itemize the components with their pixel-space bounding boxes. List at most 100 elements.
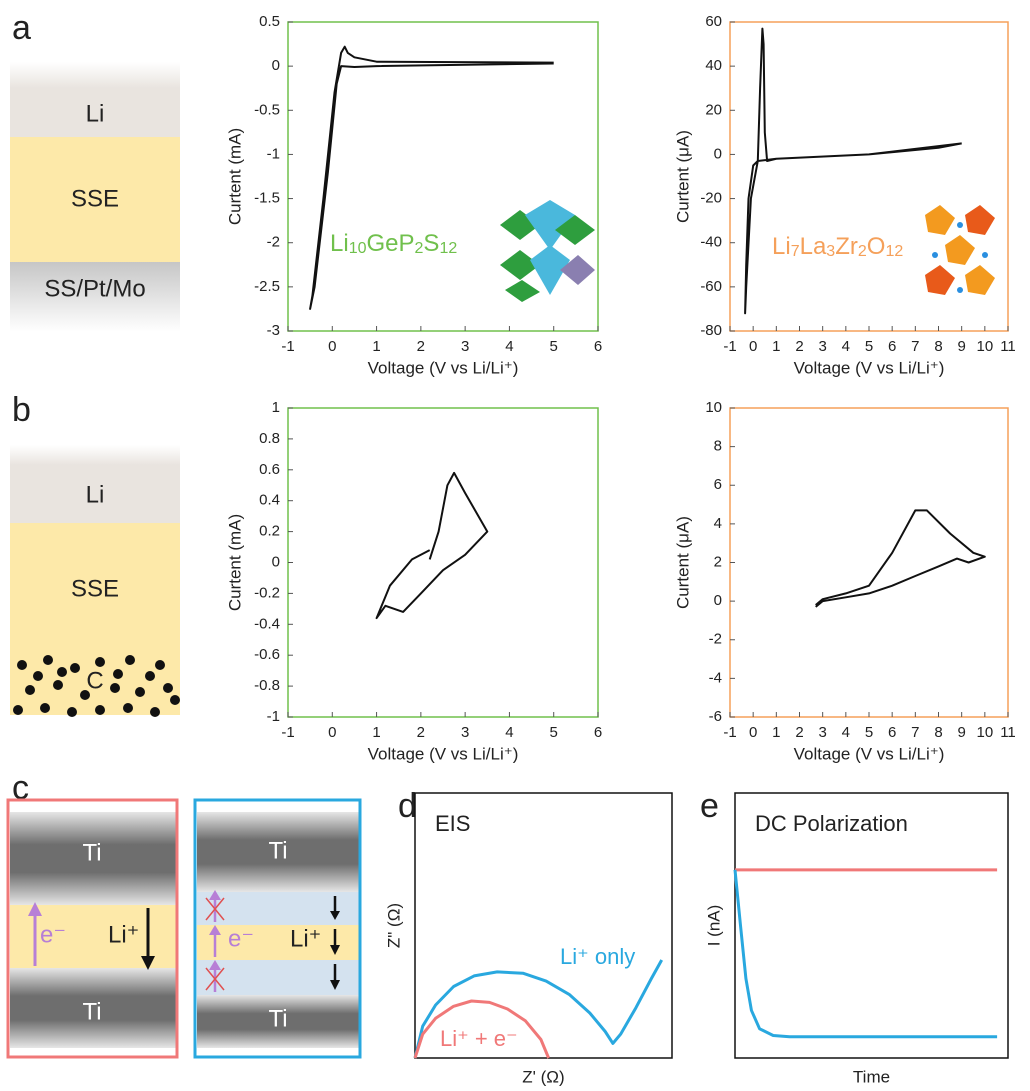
formula-part: 12: [885, 243, 903, 260]
formula-part: 7: [791, 243, 800, 260]
x-tick-label: 6: [888, 724, 896, 741]
carrier-label: e⁻: [40, 921, 66, 948]
carbon-dot: [150, 707, 160, 717]
x-tick-label: 11: [1000, 724, 1016, 741]
x-tick-label: 9: [957, 338, 965, 355]
y-axis-label: Curtent (mA): [225, 128, 244, 225]
x-tick-label: 0: [328, 724, 336, 741]
carbon-dot: [163, 683, 173, 693]
x-tick-label: 6: [594, 724, 602, 741]
layer-label: SS/Pt/Mo: [44, 275, 145, 302]
x-tick-label: 2: [795, 724, 803, 741]
series-line: [816, 510, 985, 607]
y-tick-label: 8: [714, 438, 722, 455]
formula-part: O: [867, 233, 886, 260]
x-tick-label: 9: [957, 724, 965, 741]
layer-label: Ti: [82, 839, 101, 866]
x-tick-label: 4: [842, 724, 850, 741]
panel-label: d: [398, 787, 417, 825]
carrier-label: e⁻: [228, 925, 254, 952]
series-label: Li⁺ + e⁻: [440, 1026, 518, 1051]
carbon-dot: [25, 685, 35, 695]
y-tick-label: 10: [705, 399, 722, 416]
chart-title: EIS: [435, 811, 470, 836]
x-axis-label: Voltage (V vs Li/Li⁺): [368, 744, 519, 763]
formula-part: 3: [826, 243, 835, 260]
panel-label: a: [12, 9, 31, 47]
formula-part: Li: [772, 233, 791, 260]
figure: a b c d e Li SSE SS/Pt/Mo Li SSE C Ti e⁻…: [0, 0, 1030, 1091]
panel-label: b: [12, 391, 31, 429]
x-tick-label: 3: [461, 724, 469, 741]
carbon-dot: [40, 703, 50, 713]
x-tick-label: 3: [461, 338, 469, 355]
layer-label: Li: [86, 481, 105, 508]
y-tick-label: -0.4: [254, 615, 280, 632]
carbon-dot: [95, 705, 105, 715]
x-tick-label: 8: [934, 338, 942, 355]
y-tick-label: -2: [267, 234, 280, 251]
y-tick-label: 2: [714, 553, 722, 570]
x-tick-label: 6: [594, 338, 602, 355]
series-line: [745, 29, 962, 314]
carrier-label: Li⁺: [290, 925, 321, 952]
y-tick-label: -6: [709, 708, 722, 725]
carbon-dot: [135, 687, 145, 697]
y-tick-label: -4: [709, 669, 722, 686]
y-tick-label: 0: [272, 553, 280, 570]
x-tick-label: -1: [723, 724, 736, 741]
carbon-dot: [123, 703, 133, 713]
y-axis-label: Curtent (μA): [673, 516, 692, 609]
layer-label: Ti: [268, 1005, 287, 1032]
inset-label: Li7La3Zr2O12: [772, 233, 903, 260]
carbon-dot: [110, 683, 120, 693]
x-tick-label: 11: [1000, 338, 1016, 355]
y-tick-label: -2: [709, 631, 722, 648]
y-tick-label: 4: [714, 515, 722, 532]
formula-part: Zr: [835, 233, 858, 260]
x-tick-label: 10: [976, 338, 993, 355]
x-tick-label: 4: [505, 724, 513, 741]
x-tick-label: 1: [772, 724, 780, 741]
x-tick-label: 7: [911, 338, 919, 355]
cell-b: Li SSE C: [10, 445, 180, 717]
page: {"chart_data": [ {"type": "line", "xlabe…: [0, 0, 1030, 1091]
x-tick-label: 0: [328, 338, 336, 355]
plot-frame: [730, 22, 1008, 331]
carbon-dot: [13, 705, 23, 715]
x-axis-label: Z' (Ω): [522, 1067, 564, 1086]
layer-label: Ti: [82, 998, 101, 1025]
x-tick-label: 0: [749, 724, 757, 741]
crystal-inset: [500, 200, 595, 302]
carbon-dot: [145, 671, 155, 681]
series-line: [735, 870, 997, 1037]
y-tick-label: -1.5: [254, 190, 280, 207]
y-tick-label: 6: [714, 476, 722, 493]
x-tick-label: 10: [976, 724, 993, 741]
y-tick-label: 0.6: [259, 461, 280, 478]
x-axis-label: Voltage (V vs Li/Li⁺): [794, 358, 945, 377]
x-tick-label: 5: [550, 724, 558, 741]
carbon-dot: [43, 655, 53, 665]
y-tick-label: -0.6: [254, 646, 280, 663]
crystal-inset: [925, 205, 995, 295]
y-tick-label: -40: [700, 234, 722, 251]
x-tick-label: -1: [281, 724, 294, 741]
carbon-dot: [125, 655, 135, 665]
formula-part: GeP: [366, 230, 414, 257]
y-tick-label: 0.4: [259, 492, 280, 509]
y-tick-label: 0: [714, 592, 722, 609]
y-tick-label: 0.5: [259, 13, 280, 30]
x-tick-label: 2: [417, 338, 425, 355]
layer-label: Li: [86, 100, 105, 127]
x-tick-label: 7: [911, 724, 919, 741]
y-tick-label: 0.8: [259, 430, 280, 447]
x-tick-label: -1: [723, 338, 736, 355]
formula-part: La: [800, 233, 827, 260]
y-tick-label: 20: [705, 101, 722, 118]
carbon-dot: [80, 690, 90, 700]
x-tick-label: 0: [749, 338, 757, 355]
carbon-dot: [67, 707, 77, 717]
series-label: Li⁺ only: [560, 944, 635, 969]
panel-label: e: [700, 787, 719, 825]
